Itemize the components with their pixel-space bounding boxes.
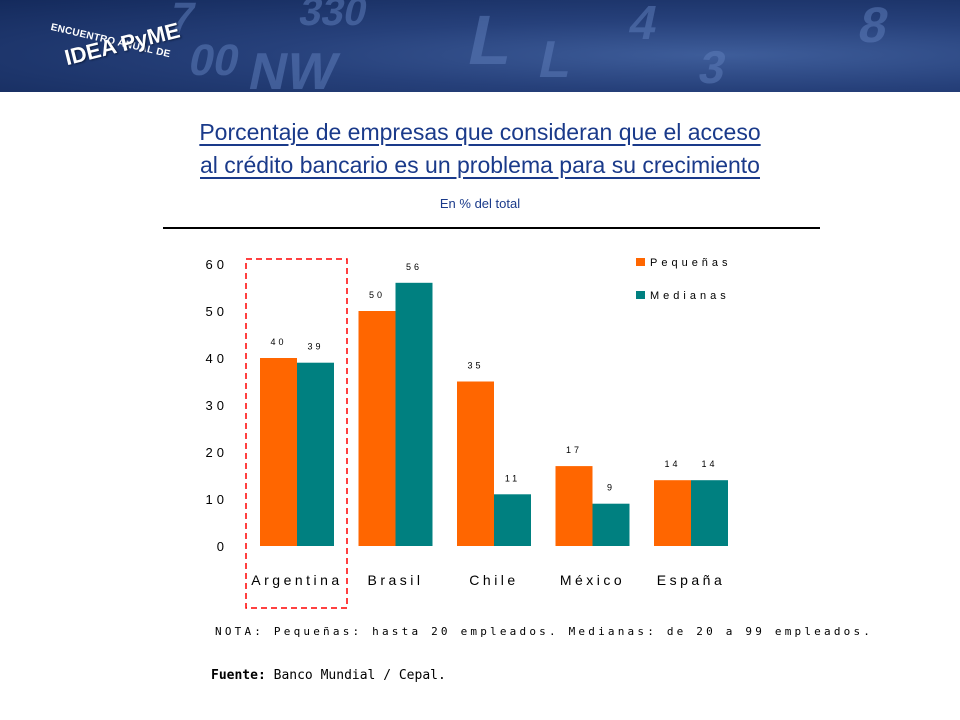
- data-label: 50: [369, 290, 385, 300]
- source-line: Fuente: Banco Mundial / Cepal.: [211, 668, 446, 683]
- header-banner: 7 00 NW 330 L L 4 3 8 ENCUENTRO ANUAL DE…: [0, 0, 960, 92]
- bar: [691, 480, 728, 546]
- data-label: 35: [467, 361, 483, 371]
- bar: [457, 381, 494, 546]
- data-label: 40: [270, 337, 286, 347]
- bar: [260, 358, 297, 546]
- y-tick-label: 30: [206, 398, 228, 413]
- source-text: Banco Mundial / Cepal.: [273, 668, 446, 683]
- bar: [297, 362, 334, 546]
- y-tick-label: 20: [206, 445, 228, 460]
- legend-label: Medianas: [650, 290, 730, 302]
- bar: [395, 282, 433, 546]
- y-tick-label: 10: [206, 492, 228, 507]
- legend-swatch: [636, 291, 645, 299]
- x-tick-label: Chile: [469, 572, 518, 588]
- data-label: 17: [566, 445, 582, 455]
- title-divider: [163, 227, 820, 229]
- title-line-1: Porcentaje de empresas que consideran qu…: [199, 119, 761, 145]
- highlight-box: [245, 258, 348, 609]
- legend-label: Pequeñas: [650, 257, 732, 269]
- data-label: 39: [307, 342, 323, 352]
- title-line-2: al crédito bancario es un problema para …: [200, 152, 760, 178]
- legend-swatch: [636, 258, 645, 266]
- data-label: 9: [607, 483, 615, 493]
- y-tick-label: 60: [206, 257, 228, 272]
- y-tick-label: 40: [206, 351, 228, 366]
- bar: [654, 480, 691, 546]
- data-label: 56: [406, 262, 422, 272]
- x-tick-label: México: [560, 572, 625, 588]
- x-tick-label: España: [657, 572, 725, 588]
- x-tick-label: Argentina: [251, 572, 342, 588]
- x-tick-label: Brasil: [367, 572, 423, 588]
- y-tick-label: 50: [206, 304, 228, 319]
- data-label: 11: [505, 473, 520, 483]
- data-label: 14: [701, 459, 717, 469]
- footnote: NOTA: Pequeñas: hasta 20 empleados. Medi…: [215, 625, 874, 638]
- bar: [358, 311, 396, 546]
- subtitle: En % del total: [439, 196, 521, 211]
- page-title: Porcentaje de empresas que consideran qu…: [80, 116, 880, 182]
- bar: [592, 503, 630, 546]
- source-label: Fuente:: [211, 668, 266, 683]
- bar: [555, 466, 593, 546]
- bar: [494, 494, 531, 546]
- data-label: 14: [664, 459, 680, 469]
- y-tick-label: 0: [217, 539, 228, 554]
